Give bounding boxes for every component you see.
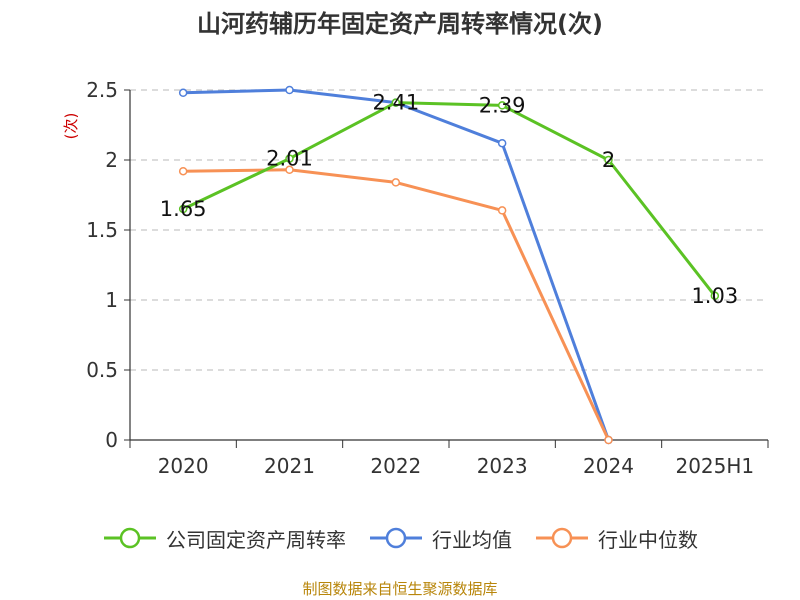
legend-swatch: [370, 527, 422, 549]
series-line: [183, 168, 610, 441]
data-point: [497, 101, 507, 110]
data-label: 2.39: [479, 93, 526, 117]
data-label: 2: [602, 148, 615, 172]
y-axis-label: (次): [62, 113, 80, 140]
y-tick-label: 0: [105, 428, 118, 452]
y-tick-label: 2.5: [86, 78, 118, 102]
series-line: [182, 101, 717, 297]
legend-label: 行业中位数: [598, 527, 698, 552]
data-point: [178, 204, 188, 214]
legend-item: 公司固定资产周转率: [102, 524, 346, 553]
legend-label: 行业均值: [432, 527, 512, 552]
x-tick-label: 2024: [583, 454, 634, 478]
line-chart: 0 0.5 1 1.5 2 2.5 (次) 2020 2021 2022 2023 2024 2025H…: [62, 78, 769, 478]
data-point: [497, 138, 507, 148]
legend-swatch: [104, 527, 156, 549]
data-point: [604, 435, 613, 445]
x-tick-label: 2025H1: [675, 454, 754, 478]
legend-swatch: [536, 527, 588, 549]
legend-item: 行业均值: [368, 524, 512, 553]
legend-item: 行业中位数: [534, 524, 698, 553]
series-line: [183, 88, 610, 441]
data-point: [178, 88, 188, 98]
x-tick-label: 2023: [477, 454, 528, 478]
data-point: [710, 291, 720, 301]
legend-label: 公司固定资产周转率: [166, 527, 346, 552]
y-tick-label: 1.5: [86, 218, 118, 242]
data-point: [497, 206, 507, 215]
source-note: 制图数据来自恒生聚源数据库: [302, 580, 498, 598]
y-tick-label: 1: [105, 288, 118, 312]
data-label: 2.41: [372, 91, 419, 115]
x-tick-label: 2020: [158, 454, 209, 478]
data-point: [285, 85, 294, 95]
x-tick-label: 2022: [370, 454, 421, 478]
data-point: [285, 154, 294, 163]
data-point: [178, 166, 188, 176]
x-tick-label: 2021: [264, 454, 315, 478]
data-point: [391, 98, 401, 107]
data-point: [391, 178, 401, 187]
y-tick-label: 2: [105, 148, 118, 172]
data-label: 1.65: [160, 197, 207, 221]
data-point: [285, 165, 294, 175]
chart-title: 山河药辅历年固定资产周转率情况(次): [197, 10, 603, 38]
data-point: [604, 155, 613, 165]
legend: 公司固定资产周转率 行业均值 行业中位数: [0, 520, 800, 556]
data-label: 1.03: [691, 284, 738, 308]
y-tick-label: 0.5: [86, 358, 118, 382]
data-label: 2.01: [266, 147, 313, 171]
